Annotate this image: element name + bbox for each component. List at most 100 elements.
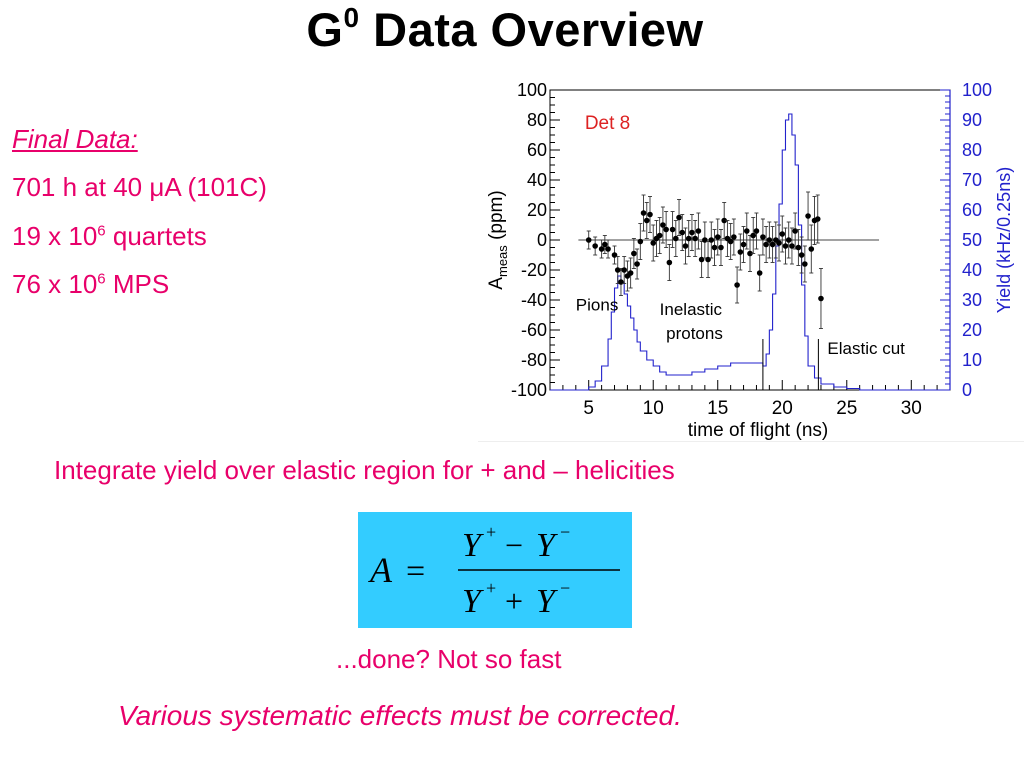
- x-tick-label: 25: [836, 398, 857, 419]
- title-rest: Data Overview: [359, 3, 704, 56]
- x-tick-label: 15: [707, 398, 728, 419]
- y-left-tick-label: -100: [511, 380, 547, 400]
- y-right-tick-label: 40: [962, 260, 982, 280]
- y-left-tick-label: -60: [521, 320, 547, 340]
- asymmetry-point: [785, 237, 792, 243]
- y-right-tick-label: 80: [962, 140, 982, 160]
- formula-plus: +: [505, 583, 523, 619]
- formula-y1: Y: [462, 527, 484, 564]
- y-right-tick-label: 50: [962, 230, 982, 250]
- y-right-tick-label: 90: [962, 110, 982, 130]
- asymmetry-point: [776, 240, 782, 246]
- asymmetry-point: [814, 216, 821, 222]
- y-right-tick-label: 60: [962, 200, 982, 220]
- formula-equals: =: [406, 553, 425, 590]
- asymmetry-point: [676, 214, 682, 221]
- mps-prefix: 76 x 10: [12, 269, 98, 299]
- asymmetry-point: [756, 270, 763, 276]
- quartets-prefix: 19 x 10: [12, 221, 98, 251]
- asymmetry-point: [763, 241, 769, 248]
- asymmetry-point: [753, 228, 760, 234]
- pions-label: Pions: [576, 296, 619, 315]
- y-right-tick-label: 20: [962, 320, 982, 340]
- asymmetry-formula: A = Y + − Y − Y + + Y −: [358, 512, 632, 628]
- asymmetry-point: [789, 243, 795, 249]
- integrate-text: Integrate yield over elastic region for …: [54, 455, 675, 485]
- formula-y4: Y: [536, 583, 558, 620]
- asymmetry-point: [795, 244, 802, 251]
- asymmetry-point: [689, 229, 695, 236]
- beam-time-line: 701 h at 40 μA (101C): [12, 172, 267, 203]
- y-right-tick-label: 10: [962, 350, 982, 370]
- asymmetry-point: [750, 232, 757, 239]
- asymmetry-point: [708, 237, 715, 243]
- x-tick-label: 20: [772, 398, 793, 419]
- y-left-label-sub: meas: [495, 245, 510, 277]
- asymmetry-point: [679, 229, 686, 236]
- asymmetry-point: [702, 237, 708, 243]
- y-right-tick-label: 100: [962, 80, 992, 100]
- mps-exponent: 6: [97, 270, 106, 288]
- y-right-axis-label: Yield (kHz/0.25ns): [994, 167, 1014, 313]
- asymmetry-point: [766, 237, 773, 243]
- asymmetry-point: [818, 295, 824, 302]
- title-main: G: [306, 3, 344, 56]
- y-left-tick-label: 60: [527, 140, 547, 160]
- asymmetry-point: [666, 259, 673, 266]
- y-left-tick-label: -80: [521, 350, 547, 370]
- y-left-tick-label: 100: [517, 80, 547, 100]
- asymmetry-point: [711, 244, 718, 251]
- mps-suffix: MPS: [105, 269, 170, 299]
- formula-minus: −: [505, 527, 523, 563]
- asymmetry-point: [611, 252, 618, 258]
- asymmetry-point: [650, 240, 657, 246]
- mps-line: 76 x 106 MPS: [12, 269, 169, 300]
- elastic-cut-label: Elastic cut: [827, 339, 905, 358]
- inelastic-label-1: Inelastic: [660, 300, 723, 319]
- asymmetry-point: [598, 246, 605, 252]
- asymmetry-point: [705, 256, 711, 263]
- asymmetry-point: [614, 267, 621, 273]
- asymmetry-point: [602, 241, 608, 248]
- quartets-exponent: 6: [97, 222, 106, 240]
- y-left-tick-label: -20: [521, 260, 547, 280]
- asymmetry-point: [747, 250, 753, 257]
- asymmetry-point: [782, 243, 789, 249]
- formula-sup-minus-2: −: [560, 578, 570, 598]
- asymmetry-point: [631, 250, 637, 257]
- asymmetry-point: [627, 270, 634, 276]
- asymmetry-point: [798, 252, 805, 258]
- y-left-tick-label: 40: [527, 170, 547, 190]
- formula-svg: A = Y + − Y − Y + + Y −: [368, 522, 620, 620]
- y-right-tick-label: 70: [962, 170, 982, 190]
- asymmetry-point: [592, 243, 598, 249]
- asymmetry-point: [605, 246, 611, 252]
- asymmetry-point: [743, 228, 750, 234]
- asymmetry-point: [663, 226, 669, 233]
- asymmetry-point: [618, 279, 624, 285]
- det-label: Det 8: [585, 113, 630, 134]
- beam-time-suffix: A (101C): [164, 172, 267, 202]
- asymmetry-point: [714, 234, 721, 240]
- asymmetry-point: [637, 238, 644, 245]
- asymmetry-point: [634, 261, 640, 267]
- slide-title: G0 Data Overview: [0, 2, 1010, 57]
- y-left-axis-label: Ameas (ppm): [486, 190, 510, 289]
- asymmetry-point: [721, 217, 727, 224]
- x-axis-label: time of flight (ns): [688, 420, 828, 441]
- x-tick-label: 5: [583, 398, 594, 419]
- formula-y2: Y: [536, 527, 558, 564]
- title-superscript: 0: [343, 2, 360, 34]
- formula-y3: Y: [462, 583, 484, 620]
- asymmetry-point: [647, 211, 653, 218]
- asymmetry-point: [737, 249, 744, 255]
- tof-asymmetry-chart: 5 10 15 20 25 30 -100 -80 -60 -40 -20 0 20 40 60 80 100 0…: [478, 80, 1024, 442]
- formula-sup-plus-2: +: [486, 578, 496, 598]
- y-right-tick-label: 30: [962, 290, 982, 310]
- asymmetry-point: [643, 217, 650, 224]
- asymmetry-point: [769, 241, 776, 248]
- x-tick-label: 30: [901, 398, 922, 419]
- asymmetry-point: [734, 282, 740, 288]
- asymmetry-point: [656, 232, 663, 239]
- asymmetry-point: [779, 231, 786, 237]
